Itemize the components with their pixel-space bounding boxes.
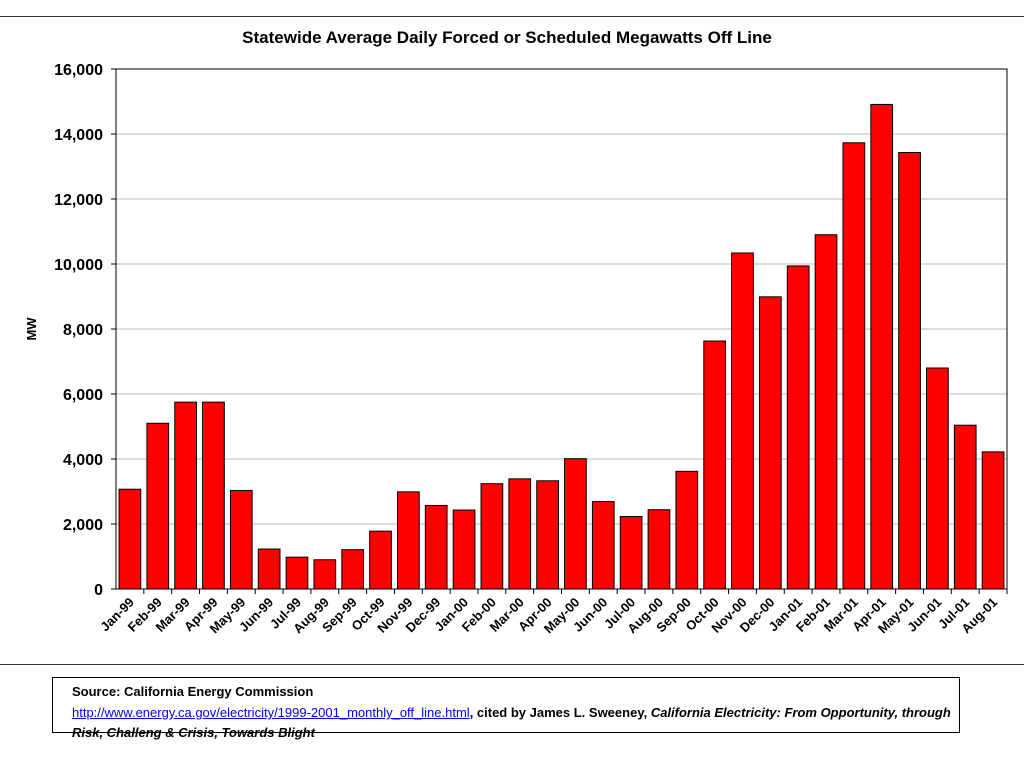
axes (111, 68, 1008, 594)
bar-jan-01 (786, 265, 810, 590)
bars (118, 103, 1005, 590)
bar-mar-01 (842, 142, 866, 590)
bar-apr-00 (536, 480, 559, 590)
bar-jan-99 (118, 488, 142, 590)
bar-oct-99 (369, 530, 392, 590)
bottom-divider (0, 664, 1024, 665)
y-tick-label: 6,000 (63, 387, 103, 404)
y-tick-label: 14,000 (54, 127, 103, 144)
y-tick-label: 10,000 (54, 257, 103, 274)
y-tick-label: 16,000 (54, 62, 103, 79)
bar-aug-00 (647, 509, 671, 590)
citation-text: http://www.energy.ca.gov/electricity/199… (72, 703, 952, 743)
bar-may-01 (898, 152, 921, 590)
y-tick-label: 12,000 (54, 192, 103, 209)
bar-aug-99 (313, 559, 337, 590)
plot-frame (115, 68, 1008, 590)
bar-jun-99 (257, 548, 281, 590)
bar-jan-00 (452, 509, 476, 590)
bar-sep-00 (675, 470, 699, 590)
bar-jul-01 (953, 424, 977, 590)
y-tick-label: 8,000 (63, 322, 103, 339)
bar-nov-00 (731, 252, 754, 590)
top-divider (0, 16, 1024, 17)
bar-mar-00 (508, 478, 532, 590)
source-citation-box: Source: California Energy Commission htt… (52, 677, 960, 740)
source-link[interactable]: http://www.energy.ca.gov/electricity/199… (72, 705, 470, 720)
y-tick-label: 4,000 (63, 452, 103, 469)
bar-sep-99 (341, 549, 365, 590)
y-tick-labels: 0 2,000 4,000 6,000 8,000 10,000 12,000 14,000 1… (54, 62, 103, 599)
bar-dec-00 (758, 296, 782, 590)
bar-feb-01 (814, 234, 838, 590)
bar-nov-99 (397, 491, 420, 590)
source-label: Source: California Energy Commission (72, 684, 314, 699)
y-axis-label: MW (24, 317, 39, 341)
cited-by-text: , cited by James L. Sweeney, (469, 705, 651, 720)
bar-aug-01 (981, 451, 1005, 590)
bar-jul-00 (619, 516, 643, 590)
bar-feb-99 (146, 422, 170, 590)
bar-feb-00 (480, 483, 504, 590)
bar-jul-99 (285, 556, 309, 590)
bar-dec-99 (424, 504, 448, 590)
chart-title: Statewide Average Daily Forced or Schedu… (242, 28, 772, 47)
bar-mar-99 (174, 401, 197, 590)
bar-jun-00 (591, 501, 615, 590)
bar-oct-00 (703, 340, 726, 590)
bar-apr-01 (870, 103, 894, 590)
bar-jun-01 (926, 367, 949, 590)
y-tick-label: 2,000 (63, 517, 103, 534)
bar-may-00 (564, 458, 587, 590)
bar-chart: Statewide Average Daily Forced or Schedu… (24, 28, 1008, 637)
x-tick-labels: Jan-99Feb-99Mar-99Apr-99May-99Jun-99Jul-… (97, 595, 1000, 637)
book-title: California Electricity: From Opportunity… (72, 705, 951, 740)
bar-may-99 (229, 490, 253, 590)
bar-apr-99 (202, 401, 225, 590)
y-tick-label: 0 (94, 582, 103, 599)
